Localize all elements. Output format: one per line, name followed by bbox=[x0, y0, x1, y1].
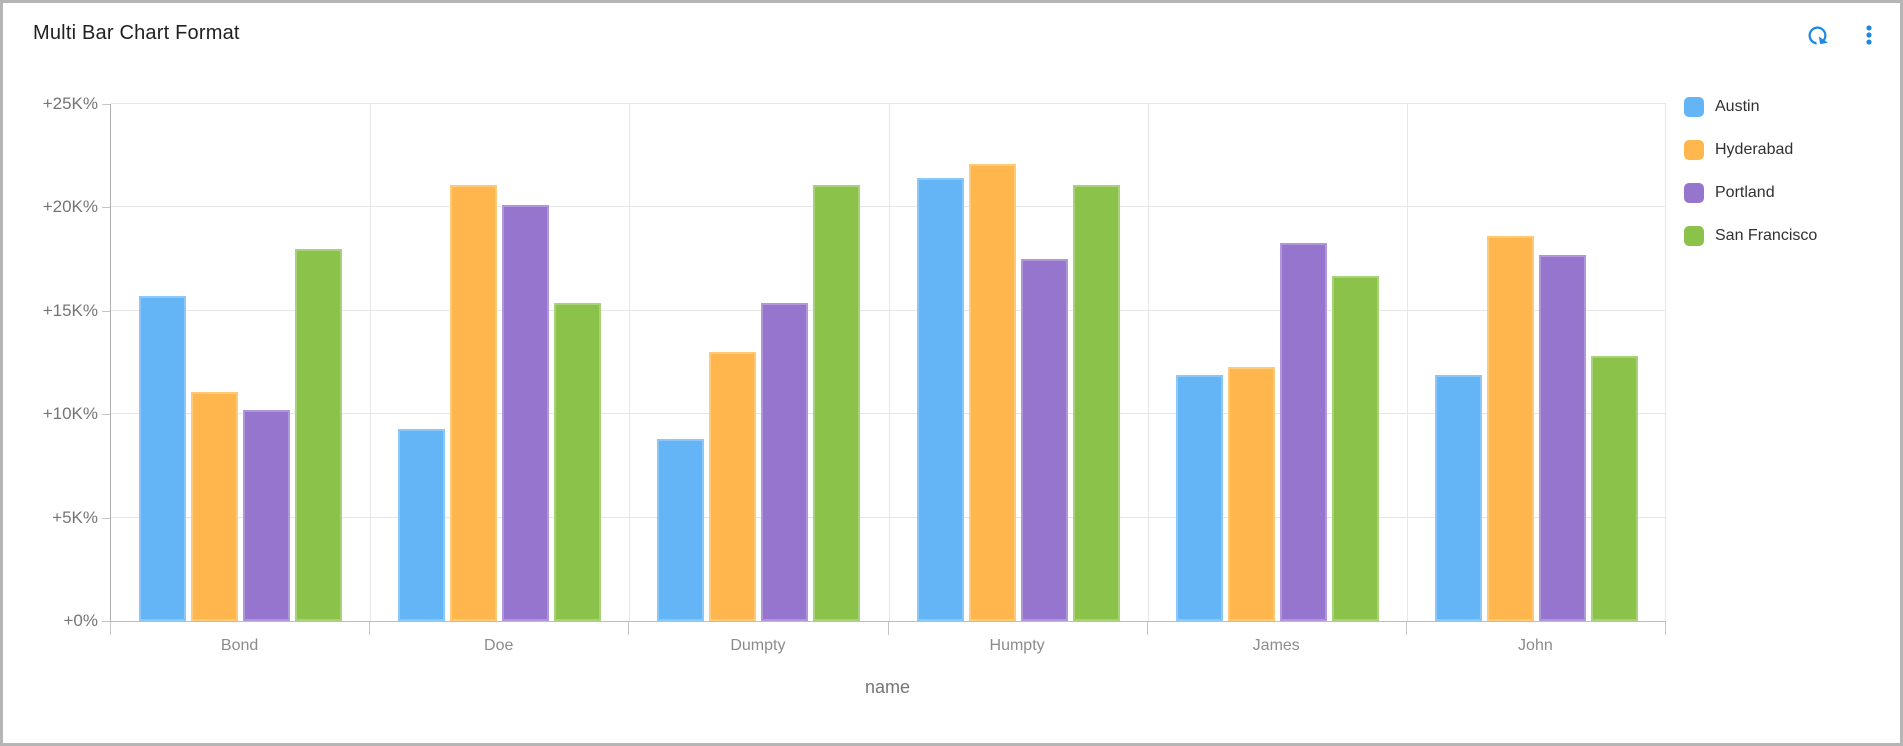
legend-item-portland[interactable]: Portland bbox=[1684, 183, 1817, 203]
gridline bbox=[111, 413, 1666, 415]
y-axis-tick bbox=[102, 517, 110, 519]
plot-area bbox=[110, 103, 1666, 622]
legend-label: San Francisco bbox=[1715, 227, 1818, 244]
bar-hyderabad-humpty[interactable] bbox=[968, 164, 1016, 621]
more-vert-icon bbox=[1866, 25, 1872, 45]
bar-san-francisco-doe[interactable] bbox=[554, 302, 602, 621]
legend-swatch bbox=[1684, 183, 1704, 203]
gridline bbox=[111, 206, 1666, 208]
y-axis-tick bbox=[102, 414, 110, 416]
bar-austin-bond[interactable] bbox=[139, 296, 187, 621]
y-axis-tick bbox=[102, 207, 110, 209]
y-axis-tick-label: +20K% bbox=[42, 197, 98, 217]
legend-item-san-francisco[interactable]: San Francisco bbox=[1684, 226, 1817, 246]
y-axis-tick-label: +15K% bbox=[42, 300, 98, 320]
refresh-icon bbox=[1808, 26, 1828, 44]
x-axis-tick bbox=[628, 622, 629, 635]
more-options-button[interactable] bbox=[1850, 16, 1888, 54]
bar-portland-bond[interactable] bbox=[243, 410, 291, 621]
x-axis-tick bbox=[1406, 622, 1407, 635]
band-separator bbox=[1665, 104, 1666, 621]
x-axis-tick bbox=[1665, 622, 1666, 635]
x-axis-category-label: James bbox=[1252, 637, 1300, 654]
band-separator bbox=[1148, 104, 1149, 621]
band-separator bbox=[889, 104, 890, 621]
bar-san-francisco-james[interactable] bbox=[1331, 275, 1379, 621]
bar-portland-james[interactable] bbox=[1279, 242, 1327, 621]
legend: Austin Hyderabad Portland San Francisco bbox=[1684, 97, 1817, 269]
x-axis-category-label: Dumpty bbox=[730, 637, 786, 654]
band-separator bbox=[1407, 104, 1408, 621]
bar-austin-john[interactable] bbox=[1434, 374, 1482, 621]
bar-austin-james[interactable] bbox=[1175, 374, 1223, 621]
y-axis-tick-label: +0% bbox=[63, 611, 99, 630]
x-axis-category-label: Doe bbox=[484, 637, 514, 654]
legend-item-austin[interactable]: Austin bbox=[1684, 97, 1817, 117]
bar-san-francisco-bond[interactable] bbox=[295, 248, 343, 621]
x-axis-tick bbox=[1147, 622, 1148, 635]
y-axis-tick-label: +10K% bbox=[42, 404, 98, 424]
band-separator bbox=[370, 104, 371, 621]
bar-portland-john[interactable] bbox=[1538, 255, 1586, 621]
bar-austin-doe[interactable] bbox=[398, 428, 446, 621]
legend-item-hyderabad[interactable]: Hyderabad bbox=[1684, 140, 1817, 160]
bar-austin-dumpty[interactable] bbox=[657, 439, 705, 621]
bar-hyderabad-james[interactable] bbox=[1227, 366, 1275, 621]
widget-title: Multi Bar Chart Format bbox=[33, 22, 240, 44]
bar-austin-humpty[interactable] bbox=[916, 178, 964, 621]
bar-hyderabad-bond[interactable] bbox=[191, 391, 239, 621]
bar-hyderabad-dumpty[interactable] bbox=[709, 352, 757, 621]
y-axis-tick-label: +25K% bbox=[42, 94, 98, 113]
bar-portland-doe[interactable] bbox=[502, 205, 550, 621]
legend-swatch bbox=[1684, 226, 1704, 246]
x-axis-category-label: Humpty bbox=[989, 637, 1045, 654]
gridline bbox=[111, 309, 1666, 311]
gridline bbox=[111, 103, 1666, 104]
y-axis-tick-label: +5K% bbox=[52, 507, 98, 527]
bar-san-francisco-john[interactable] bbox=[1590, 356, 1638, 621]
x-axis-category-label: Bond bbox=[220, 637, 259, 654]
y-axis-tick bbox=[102, 104, 110, 105]
bar-san-francisco-humpty[interactable] bbox=[1072, 184, 1120, 621]
gridline bbox=[111, 516, 1666, 518]
y-axis-tick bbox=[102, 621, 110, 622]
legend-swatch bbox=[1684, 97, 1704, 117]
band-separator bbox=[629, 104, 630, 621]
x-axis-tick bbox=[369, 622, 370, 635]
x-axis-title: name bbox=[864, 677, 911, 697]
legend-swatch bbox=[1684, 140, 1704, 160]
y-axis-tick bbox=[102, 310, 110, 312]
x-axis-category-label: John bbox=[1518, 637, 1553, 654]
legend-label: Austin bbox=[1715, 98, 1760, 115]
bar-hyderabad-john[interactable] bbox=[1486, 236, 1534, 621]
bar-san-francisco-dumpty[interactable] bbox=[813, 184, 861, 621]
bar-portland-humpty[interactable] bbox=[1020, 259, 1068, 621]
legend-label: Hyderabad bbox=[1715, 141, 1794, 158]
x-axis-tick bbox=[110, 622, 111, 635]
bar-hyderabad-doe[interactable] bbox=[450, 184, 498, 621]
legend-label: Portland bbox=[1715, 184, 1775, 201]
refresh-button[interactable] bbox=[1798, 16, 1836, 54]
x-axis-tick bbox=[888, 622, 889, 635]
bar-portland-dumpty[interactable] bbox=[761, 302, 809, 621]
